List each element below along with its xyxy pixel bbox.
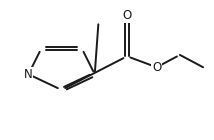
Text: O: O: [122, 9, 132, 22]
Text: N: N: [24, 68, 33, 81]
Text: O: O: [152, 61, 161, 74]
